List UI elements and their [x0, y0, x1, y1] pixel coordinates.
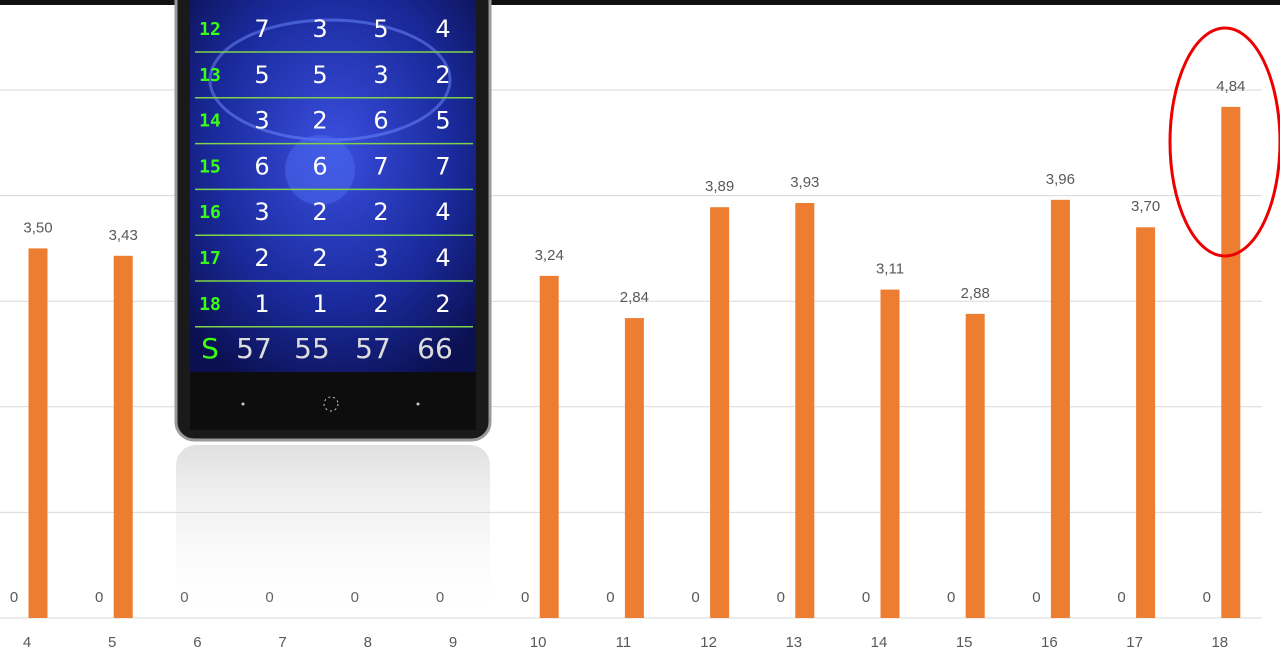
bar	[114, 256, 133, 618]
row-label: 14	[199, 111, 221, 132]
score-cell: 6	[373, 107, 388, 135]
score-cell: 1	[312, 290, 327, 318]
page: 403,50503,43607080901003,241102,841203,8…	[0, 0, 1280, 657]
data-label: 0	[606, 589, 614, 606]
x-tick-label: 13	[785, 634, 802, 651]
data-label: 0	[95, 589, 103, 606]
score-cell: 3	[312, 15, 327, 43]
score-cell: 4	[435, 15, 450, 43]
score-cell: 3	[373, 244, 388, 272]
row-label: 15	[199, 156, 221, 177]
bar	[881, 290, 900, 618]
score-cell: 7	[254, 15, 269, 43]
x-tick-label: 7	[278, 634, 286, 651]
data-label: 0	[521, 589, 529, 606]
phone-reflection	[176, 445, 490, 625]
score-cell: 5	[254, 61, 269, 89]
score-cell: 3	[254, 107, 269, 135]
chart: 403,50503,43607080901003,241102,841203,8…	[0, 0, 1280, 657]
row-label: 16	[199, 202, 221, 223]
data-label: 0	[1032, 589, 1040, 606]
x-tick-label: 18	[1211, 634, 1228, 651]
x-tick-label: 14	[871, 634, 888, 651]
score-cell: 3	[254, 198, 269, 226]
data-label: 3,89	[705, 178, 734, 195]
data-label: 3,93	[790, 174, 819, 191]
score-cell: 2	[254, 244, 269, 272]
score-cell: 3	[373, 61, 388, 89]
bar	[625, 318, 644, 618]
score-cell: 7	[373, 152, 388, 180]
data-label: 3,43	[109, 227, 138, 244]
data-label: 0	[1117, 589, 1125, 606]
score-cell: 5	[312, 61, 327, 89]
score-cell: 2	[435, 61, 450, 89]
score-cell: 2	[312, 198, 327, 226]
data-label: 0	[777, 589, 785, 606]
bar	[540, 276, 559, 618]
bar	[966, 314, 985, 618]
score-cell: 4	[435, 244, 450, 272]
bar	[1051, 200, 1070, 618]
row-label: 18	[199, 294, 221, 315]
total-label: S	[201, 332, 219, 365]
data-label: 3,11	[876, 261, 904, 278]
x-tick-label: 12	[700, 634, 717, 651]
data-label: 2,88	[961, 285, 990, 302]
bar	[1136, 227, 1155, 618]
score-cell: 2	[312, 107, 327, 135]
total-cell: 57	[355, 332, 391, 365]
score-cell: 2	[373, 198, 388, 226]
score-cell: 7	[435, 152, 450, 180]
score-cell: 2	[373, 290, 388, 318]
bar	[710, 207, 729, 618]
data-label: 0	[862, 589, 870, 606]
bar	[1221, 107, 1240, 618]
x-tick-label: 10	[530, 634, 547, 651]
x-tick-label: 9	[449, 634, 457, 651]
total-cell: 57	[236, 332, 272, 365]
x-tick-label: 15	[956, 634, 973, 651]
data-label: 2,84	[620, 289, 649, 306]
x-tick-label: 6	[193, 634, 201, 651]
x-tick-label: 17	[1126, 634, 1143, 651]
nav-dot	[417, 403, 420, 406]
x-tick-label: 8	[364, 634, 372, 651]
phone-nav	[190, 372, 476, 430]
total-cell: 55	[294, 332, 330, 365]
score-cell: 4	[435, 198, 450, 226]
score-cell: 6	[254, 152, 269, 180]
data-label: 3,70	[1131, 198, 1160, 215]
data-label: 3,50	[23, 219, 52, 236]
x-tick-label: 16	[1041, 634, 1058, 651]
score-cell: 5	[435, 107, 450, 135]
score-cell: 2	[435, 290, 450, 318]
x-tick-label: 5	[108, 634, 116, 651]
data-label: 3,24	[535, 247, 564, 264]
score-cell: 1	[254, 290, 269, 318]
data-label: 3,96	[1046, 171, 1075, 188]
score-cell: 6	[312, 152, 327, 180]
score-cell: 5	[373, 15, 388, 43]
x-tick-label: 11	[616, 634, 632, 651]
data-label: 0	[947, 589, 955, 606]
total-cell: 66	[417, 332, 453, 365]
x-tick-label: 4	[23, 634, 31, 651]
bar	[29, 248, 48, 618]
data-label: 0	[1203, 589, 1211, 606]
data-label: 0	[10, 589, 18, 606]
data-label: 4,84	[1216, 78, 1245, 95]
row-label: 12	[199, 19, 221, 40]
row-label: 17	[199, 248, 221, 269]
score-cell: 2	[312, 244, 327, 272]
data-label: 0	[691, 589, 699, 606]
bar	[795, 203, 814, 618]
row-label: 13	[199, 65, 221, 86]
nav-dot	[242, 403, 245, 406]
